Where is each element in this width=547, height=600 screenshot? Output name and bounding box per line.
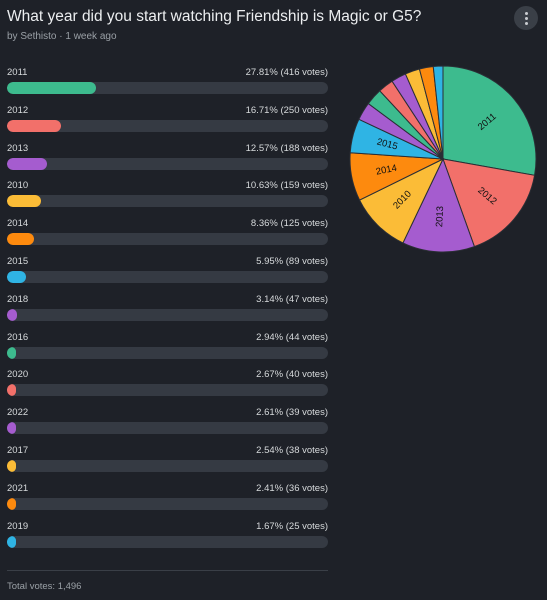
total-votes: Total votes: 1,496 — [7, 581, 82, 592]
option-bar-track — [7, 384, 328, 397]
poll-option: 2014 8.36% (125 votes) — [7, 216, 328, 254]
option-bar-fill — [7, 157, 48, 170]
option-bar-fill — [7, 195, 42, 208]
option-bar-fill — [7, 308, 18, 321]
option-result: 2.41% (36 votes) — [256, 482, 328, 494]
poll-option: 2018 3.14% (47 votes) — [7, 292, 328, 330]
option-bar-track — [7, 119, 328, 132]
option-bar-fill — [7, 346, 17, 359]
option-bar-fill — [7, 535, 16, 548]
option-label: 2015 — [7, 255, 29, 267]
option-label: 2012 — [7, 104, 29, 116]
pie-slice-2013 — [402, 157, 476, 253]
option-bar-track — [7, 346, 328, 359]
option-label: 2019 — [7, 520, 29, 532]
pie-label-2013: 2013 — [434, 206, 446, 228]
option-result: 3.14% (47 votes) — [256, 293, 328, 305]
option-bar-fill — [7, 422, 16, 435]
pie-slice-2019 — [432, 65, 444, 160]
option-label: 2021 — [7, 482, 29, 494]
option-result: 27.81% (416 votes) — [245, 67, 328, 78]
option-result: 2.94% (44 votes) — [256, 331, 328, 343]
more-vertical-icon — [524, 11, 528, 25]
pie-label-2015: 2015 — [376, 137, 399, 153]
poll-option: 2010 10.63% (159 votes) — [7, 178, 328, 216]
option-label: 2020 — [7, 369, 29, 381]
option-result: 1.67% (25 votes) — [256, 520, 328, 532]
option-result: 2.61% (39 votes) — [256, 407, 328, 419]
option-label: 2014 — [7, 218, 29, 230]
divider — [7, 570, 328, 571]
option-result: 5.95% (89 votes) — [256, 255, 328, 267]
option-bar-track — [7, 535, 328, 548]
option-label: 2013 — [7, 142, 29, 154]
option-bar-fill — [7, 119, 61, 132]
option-bar-track — [7, 233, 328, 246]
option-bar-track — [7, 422, 328, 435]
option-bar-track — [7, 195, 328, 208]
poll-option: 2016 2.94% (44 votes) — [7, 330, 328, 368]
option-bar-track — [7, 270, 328, 283]
more-options-button[interactable] — [514, 6, 538, 30]
poll-option: 2017 2.54% (38 votes) — [7, 443, 328, 481]
option-label: 2017 — [7, 444, 29, 456]
pie-label-2014: 2014 — [375, 163, 398, 178]
option-bar-fill — [7, 459, 16, 472]
option-label: 2010 — [7, 180, 29, 192]
poll-option: 2013 12.57% (188 votes) — [7, 141, 328, 179]
option-result: 2.67% (40 votes) — [256, 369, 328, 381]
poll-option: 2021 2.41% (36 votes) — [7, 481, 328, 519]
option-label: 2018 — [7, 293, 29, 305]
poll-option: 2022 2.61% (39 votes) — [7, 405, 328, 443]
option-bar-fill — [7, 233, 34, 246]
option-result: 2.54% (38 votes) — [256, 444, 328, 456]
option-label: 2011 — [7, 67, 28, 78]
pie-slice-2012 — [442, 158, 536, 248]
option-result: 16.71% (250 votes) — [245, 104, 328, 116]
option-label: 2016 — [7, 331, 29, 343]
poll-option: 2020 2.67% (40 votes) — [7, 367, 328, 405]
poll-option: 2015 5.95% (89 votes) — [7, 254, 328, 292]
poll-option: 2011 27.81% (416 votes) — [7, 65, 328, 103]
pie-slice-2011 — [442, 65, 537, 176]
option-result: 10.63% (159 votes) — [245, 180, 328, 192]
option-bar-fill — [7, 270, 27, 283]
poll-option: 2012 16.71% (250 votes) — [7, 103, 328, 141]
option-bar-fill — [7, 82, 97, 94]
poll-meta: by Sethisto · 1 week ago — [7, 31, 117, 42]
option-bar-track — [7, 157, 328, 170]
option-bar-track — [7, 82, 328, 94]
option-label: 2022 — [7, 407, 29, 419]
poll-title: What year did you start watching Friends… — [7, 8, 422, 25]
option-bar-fill — [7, 384, 16, 397]
poll-options: 2011 27.81% (416 votes) 2012 16.71% (250 vo… — [7, 65, 328, 556]
option-bar-track — [7, 308, 328, 321]
option-result: 12.57% (188 votes) — [245, 142, 328, 154]
poll-option: 2019 1.67% (25 votes) — [7, 519, 328, 557]
option-bar-fill — [7, 497, 16, 510]
option-bar-track — [7, 497, 328, 510]
option-result: 8.36% (125 votes) — [250, 218, 328, 230]
option-bar-track — [7, 459, 328, 472]
